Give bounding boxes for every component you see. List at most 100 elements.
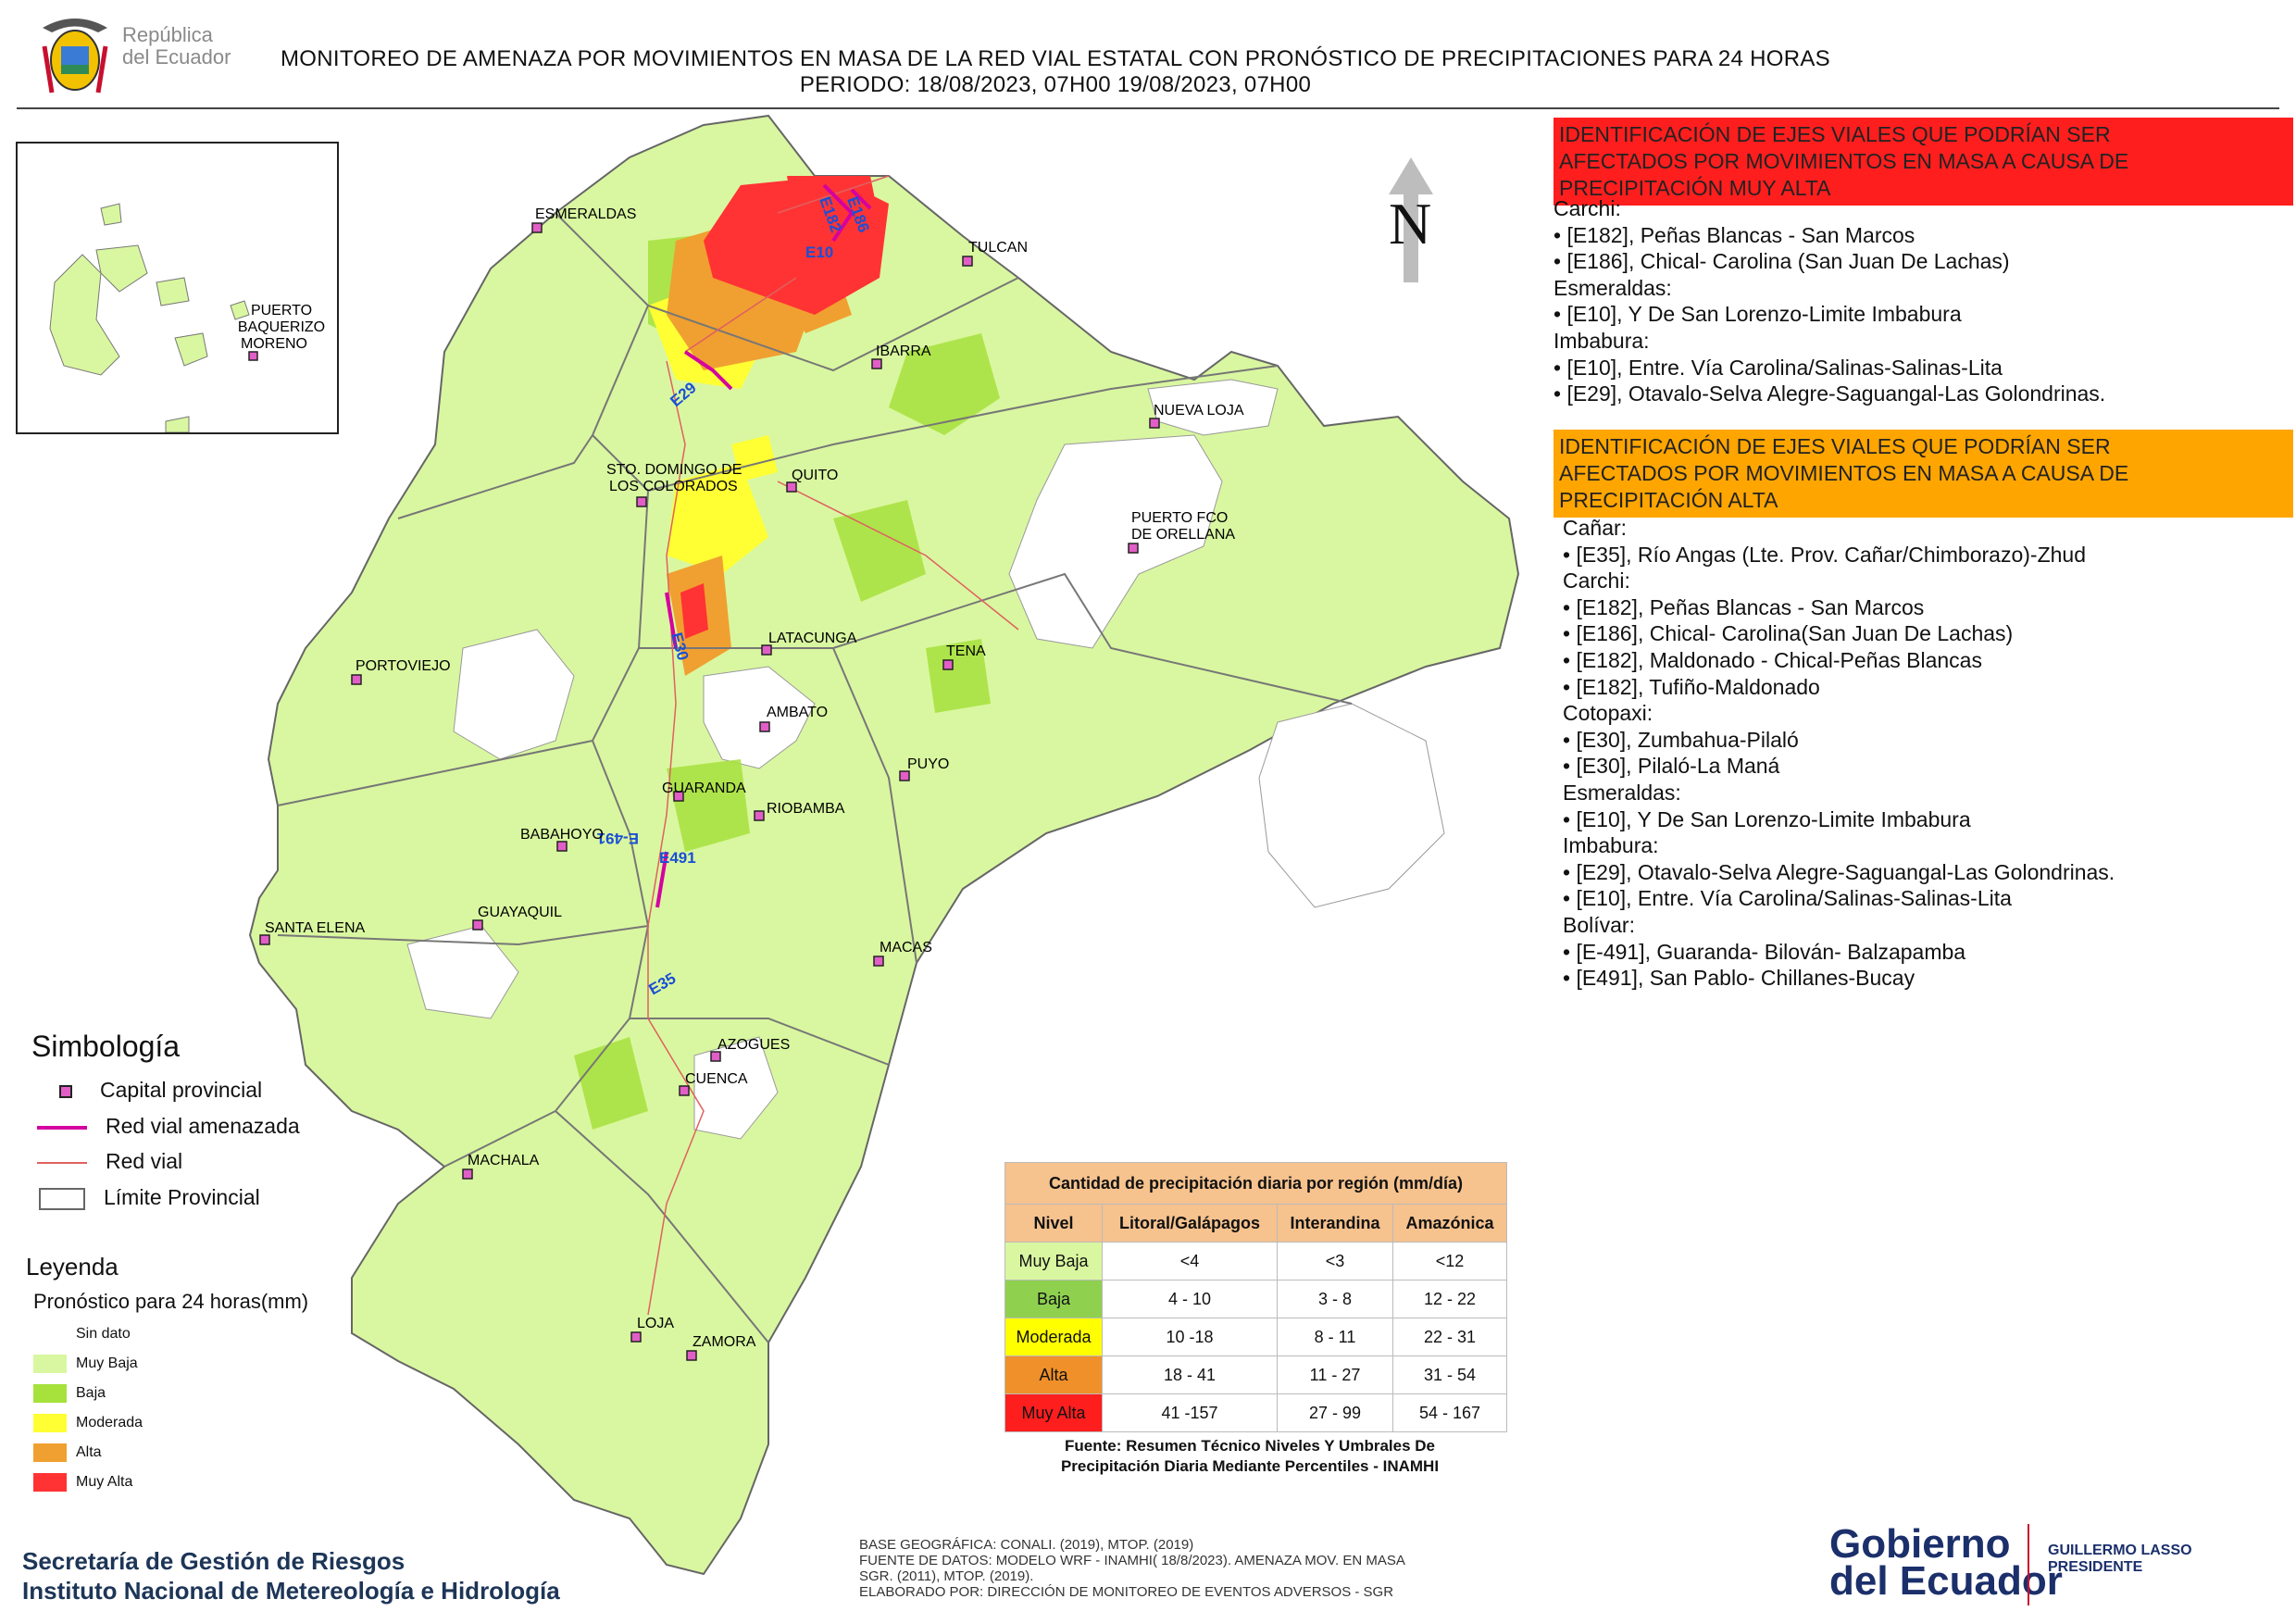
logo-divider <box>2028 1524 2029 1605</box>
list-item: Carchi: <box>1563 568 1630 593</box>
list-item: Carchi: <box>1554 196 1621 220</box>
list-item: Esmeraldas: <box>1563 780 1681 805</box>
city-riobamba: RIOBAMBA <box>754 801 845 821</box>
legend-muy-baja: Muy Baja <box>33 1354 138 1374</box>
city-zamora: ZAMORA <box>686 1334 756 1361</box>
road-line-icon <box>37 1161 87 1164</box>
svg-text:DE ORELLANA: DE ORELLANA <box>1131 527 1235 543</box>
svg-text:TENA: TENA <box>946 643 986 659</box>
no-data-area-cuenca <box>693 1036 779 1140</box>
city-tulcan: TULCAN <box>962 240 1028 267</box>
table-row: Alta 18 - 41 11 - 27 31 - 54 <box>1004 1355 1507 1394</box>
svg-text:GUAYAQUIL: GUAYAQUIL <box>478 905 562 920</box>
city-macas: MACAS <box>873 940 932 967</box>
city-markers: ESMERALDAS TULCAN IBARRA NUEVA LOJA STO.… <box>259 206 1244 1361</box>
svg-text:ESMERALDAS: ESMERALDAS <box>535 206 636 222</box>
coat-of-arms-icon <box>42 19 108 94</box>
list-item: • [E35], Río Angas (Lte. Prov. Cañar/Chi… <box>1563 542 2086 567</box>
high-heading: IDENTIFICACIÓN DE EJES VIALES QUE PODRÍA… <box>1554 430 2293 518</box>
galapagos-inset: PUERTO BAQUERIZO MORENO <box>16 142 339 434</box>
list-item: • [E10], Entre. Vía Carolina/Salinas-Sal… <box>1563 886 2012 911</box>
republica-logo: República del Ecuador <box>28 7 241 100</box>
list-item: • [E182], Peñas Blancas - San Marcos <box>1554 222 1915 247</box>
galapagos-map: PUERTO BAQUERIZO MORENO <box>49 203 325 433</box>
city-guayaquil: GUAYAQUIL <box>472 905 562 931</box>
city-ambato: AMBATO <box>759 705 828 732</box>
svg-text:LOS COLORADOS: LOS COLORADOS <box>609 479 738 494</box>
road-label-e10: E10 <box>805 244 833 261</box>
symbol-capital: Capital provincial <box>37 1078 262 1103</box>
table-row: Muy Baja <4 <3 <12 <box>1004 1242 1507 1280</box>
svg-text:NUEVA LOJA: NUEVA LOJA <box>1154 403 1244 418</box>
table-title: Cantidad de precipitación diaria por reg… <box>1004 1162 1507 1205</box>
list-item: Esmeraldas: <box>1554 275 1672 300</box>
high-road-list: Cañar: • [E35], Río Angas (Lte. Prov. Ca… <box>1554 515 2291 992</box>
svg-text:MORENO: MORENO <box>241 336 307 352</box>
svg-text:PUYO: PUYO <box>907 756 949 772</box>
legend-moderada: Moderada <box>33 1413 143 1433</box>
president-label: GUILLERMO LASSO PRESIDENTE <box>2048 1543 2192 1575</box>
svg-text:QUITO: QUITO <box>792 468 838 483</box>
legend-title: Leyenda <box>26 1253 119 1280</box>
list-item: • [E182], Tufiño-Maldonado <box>1563 674 1820 699</box>
city-ibarra: IBARRA <box>871 344 931 369</box>
very-high-heading: IDENTIFICACIÓN DE EJES VIALES QUE PODRÍA… <box>1554 118 2293 206</box>
table-row: Baja 4 - 10 3 - 8 12 - 22 <box>1004 1280 1507 1318</box>
list-item: • [E10], Y De San Lorenzo-Limite Imbabur… <box>1563 806 1971 831</box>
footer-organization: Secretaría de Gestión de Riesgos Institu… <box>22 1547 560 1605</box>
city-loja: LOJA <box>630 1316 674 1343</box>
road-label-e491: E491 <box>659 849 696 867</box>
symbology-title: Simbología <box>31 1030 181 1063</box>
col-amazonica: Amazónica <box>1392 1204 1507 1243</box>
list-item: • [E10], Entre. Vía Carolina/Salinas-Sal… <box>1554 355 2003 380</box>
list-item: • [E29], Otavalo-Selva Alegre-Saguangal-… <box>1563 859 2115 884</box>
city-puerto-baquerizo-marker <box>248 351 258 361</box>
svg-text:AMBATO: AMBATO <box>767 705 828 720</box>
north-arrow-icon <box>1389 157 1433 282</box>
city-azogues: AZOGUES <box>710 1037 790 1062</box>
no-data-area-oriente <box>1008 434 1223 649</box>
svg-text:MACAS: MACAS <box>880 940 932 956</box>
list-item: • [E186], Chical- Carolina(San Juan De L… <box>1563 621 2014 646</box>
limit-box-icon <box>39 1187 85 1210</box>
map-period: PERIODO: 18/08/2023, 07H00 19/08/2023, 0… <box>799 72 1312 97</box>
svg-text:PORTOVIEJO: PORTOVIEJO <box>356 658 451 674</box>
list-item: Imbabura: <box>1554 328 1650 353</box>
svg-text:MACHALA: MACHALA <box>468 1153 540 1168</box>
city-babahoyo: BABAHOYO <box>520 827 604 852</box>
list-item: • [E30], Pilaló-La Maná <box>1563 754 1780 779</box>
list-item: Bolívar: <box>1563 912 1635 937</box>
city-nueva-loja: NUEVA LOJA <box>1149 403 1244 429</box>
list-item: • [E10], Y De San Lorenzo-Limite Imbabur… <box>1554 302 1962 327</box>
svg-text:LOJA: LOJA <box>637 1316 674 1331</box>
city-puerto-baquerizo-label: PUERTO <box>251 303 312 319</box>
svg-text:AZOGUES: AZOGUES <box>718 1037 790 1053</box>
svg-text:BABAHOYO: BABAHOYO <box>520 827 604 843</box>
gobierno-logo: Gobierno del Ecuador <box>1829 1521 2063 1605</box>
legend-subtitle: Pronóstico para 24 horas(mm) <box>33 1290 309 1313</box>
threatened-road-line-icon <box>37 1125 87 1130</box>
legend-alta: Alta <box>33 1443 102 1463</box>
city-machala: MACHALA <box>462 1153 540 1180</box>
precipitation-table: Cantidad de precipitación diaria por reg… <box>1004 1162 1507 1432</box>
symbol-road: Red vial <box>37 1149 182 1174</box>
no-data-area-amazon <box>1258 703 1445 908</box>
svg-text:TULCAN: TULCAN <box>968 240 1028 256</box>
svg-text:LATACUNGA: LATACUNGA <box>768 631 857 646</box>
muy-alta-zones <box>680 176 889 639</box>
city-latacunga: LATACUNGA <box>761 631 857 656</box>
capital-marker-icon <box>59 1084 72 1098</box>
svg-text:RIOBAMBA: RIOBAMBA <box>767 801 845 817</box>
table-source: Fuente: Resumen Técnico Niveles Y Umbral… <box>1060 1437 1440 1475</box>
list-item: Cañar: <box>1563 516 1628 540</box>
col-litoral: Litoral/Galápagos <box>1102 1204 1278 1243</box>
city-portoviejo: PORTOVIEJO <box>351 658 451 685</box>
city-esmeraldas: ESMERALDAS <box>531 206 636 233</box>
road-label-e-491: E-491 <box>597 830 639 847</box>
list-item: Cotopaxi: <box>1563 701 1653 726</box>
north-label: N <box>1389 191 1432 256</box>
table-row: Muy Alta 41 -157 27 - 99 54 - 167 <box>1004 1393 1507 1432</box>
no-data-area-coast <box>453 629 575 760</box>
